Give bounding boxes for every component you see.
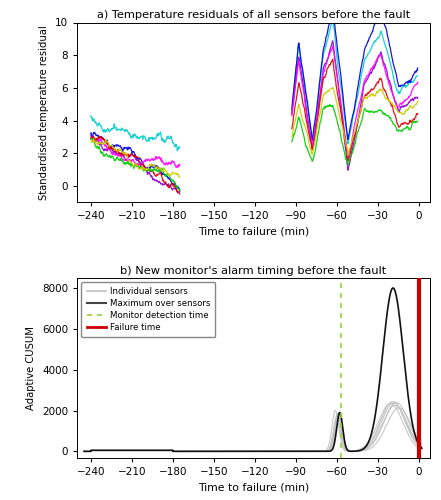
Y-axis label: Standardised temperature residual: Standardised temperature residual xyxy=(39,25,49,200)
Legend: Individual sensors, Maximum over sensors, Monitor detection time, Failure time: Individual sensors, Maximum over sensors… xyxy=(82,282,216,338)
X-axis label: Time to failure (min): Time to failure (min) xyxy=(198,482,309,492)
Title: b) New monitor's alarm timing before the fault: b) New monitor's alarm timing before the… xyxy=(120,266,387,276)
Y-axis label: Adaptive CUSUM: Adaptive CUSUM xyxy=(26,326,37,409)
X-axis label: Time to failure (min): Time to failure (min) xyxy=(198,227,309,237)
Title: a) Temperature residuals of all sensors before the fault: a) Temperature residuals of all sensors … xyxy=(97,10,410,20)
